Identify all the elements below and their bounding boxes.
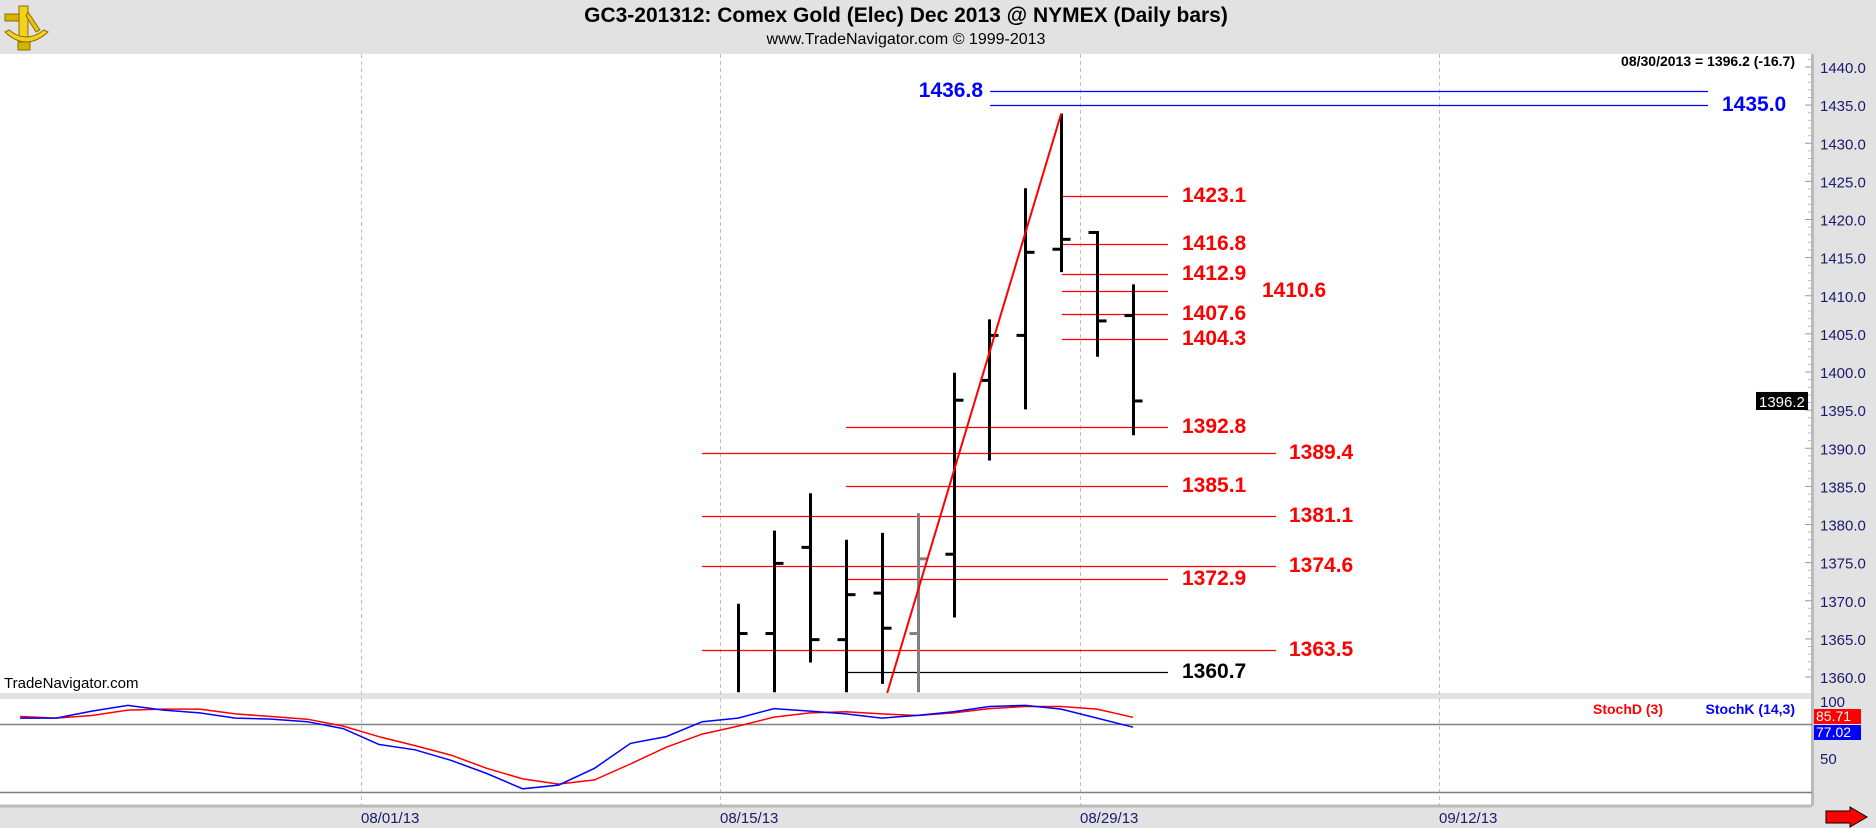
level-label: 1407.6 — [1182, 302, 1246, 325]
x-tick-label: 09/12/13 — [1439, 810, 1497, 827]
ohlc-bar[interactable] — [1088, 230, 1107, 357]
level-label: 1436.8 — [919, 79, 984, 102]
y-tick-label: 1400.0 — [1820, 365, 1866, 382]
stoch-y-tick-label: 50 — [1820, 751, 1837, 768]
ohlc-bar[interactable] — [765, 530, 784, 693]
level-label: 1363.5 — [1289, 638, 1354, 661]
level-label: 1374.6 — [1289, 554, 1353, 577]
level-label: 1435.0 — [1722, 93, 1786, 116]
level-label: 1416.8 — [1182, 232, 1247, 255]
ohlc-bar[interactable] — [945, 372, 964, 618]
x-tick-label: 08/01/13 — [361, 810, 419, 827]
x-tick-label: 08/15/13 — [720, 810, 778, 827]
y-tick-label: 1420.0 — [1820, 213, 1866, 230]
stochk-legend: StochK (14,3) — [1706, 701, 1795, 717]
level-label: 1385.1 — [1182, 474, 1247, 497]
level-label: 1404.3 — [1182, 327, 1246, 350]
level-label: 1360.7 — [1182, 660, 1246, 683]
panel-separator[interactable] — [0, 693, 1812, 699]
level-label: 1381.1 — [1289, 504, 1354, 527]
ohlc-bar[interactable] — [737, 603, 748, 693]
price-panel — [0, 54, 1812, 693]
sextant-logo — [4, 5, 49, 51]
price-readout: 08/30/2013 = 1396.2 (-16.7) — [1621, 53, 1795, 69]
y-tick-label: 1435.0 — [1820, 98, 1866, 115]
last-price-label: 1396.2 — [1759, 394, 1805, 411]
y-tick-label: 1410.0 — [1820, 289, 1866, 306]
stochd-legend: StochD (3) — [1593, 701, 1663, 717]
y-tick-label: 1390.0 — [1820, 441, 1866, 458]
y-tick-label: 1405.0 — [1820, 327, 1866, 344]
stochd-value: 85.71 — [1816, 708, 1851, 724]
y-tick-label: 1370.0 — [1820, 594, 1866, 611]
ohlc-bar[interactable] — [1052, 113, 1071, 273]
y-tick-label: 1425.0 — [1820, 174, 1866, 191]
level-label: 1372.9 — [1182, 567, 1246, 590]
y-tick-label: 1385.0 — [1820, 479, 1866, 496]
y-tick-label: 1430.0 — [1820, 136, 1866, 153]
level-label: 1410.6 — [1262, 279, 1326, 302]
ohlc-bar[interactable] — [1016, 188, 1035, 410]
chart-title: GC3-201312: Comex Gold (Elec) Dec 2013 @… — [584, 4, 1228, 27]
stochk-value: 77.02 — [1816, 724, 1851, 740]
y-tick-label: 1440.0 — [1820, 60, 1866, 77]
stochd-value-box — [1814, 709, 1861, 724]
ohlc-bar[interactable] — [1124, 284, 1143, 436]
last-price-box — [1756, 391, 1808, 410]
red-right-arrow-icon[interactable] — [1825, 806, 1868, 828]
ohlc-bar[interactable] — [837, 539, 856, 693]
y-tick-label: 1360.0 — [1820, 670, 1866, 687]
x-tick-label: 08/29/13 — [1080, 810, 1138, 827]
ohlc-bar[interactable] — [873, 532, 892, 684]
level-label: 1423.1 — [1182, 184, 1247, 207]
stochd-line — [20, 705, 1134, 785]
ohlc-bar[interactable] — [909, 513, 928, 693]
chart-subtitle: www.TradeNavigator.com © 1999-2013 — [766, 31, 1046, 48]
level-label: 1389.4 — [1289, 441, 1354, 464]
stochk-line — [20, 704, 1134, 790]
watermark-text: TradeNavigator.com — [4, 675, 139, 692]
y-tick-label: 1415.0 — [1820, 251, 1866, 268]
y-tick-label: 1395.0 — [1820, 403, 1866, 420]
level-label: 1412.9 — [1182, 262, 1246, 285]
level-label: 1392.8 — [1182, 415, 1247, 438]
stoch-y-tick-label: 100 — [1820, 694, 1845, 711]
trend-line[interactable] — [886, 113, 1063, 694]
stochk-value-box — [1814, 725, 1861, 740]
y-tick-label: 1375.0 — [1820, 556, 1866, 573]
ohlc-bar[interactable] — [801, 493, 820, 663]
y-tick-label: 1365.0 — [1820, 632, 1866, 649]
y-tick-label: 1380.0 — [1820, 518, 1866, 535]
